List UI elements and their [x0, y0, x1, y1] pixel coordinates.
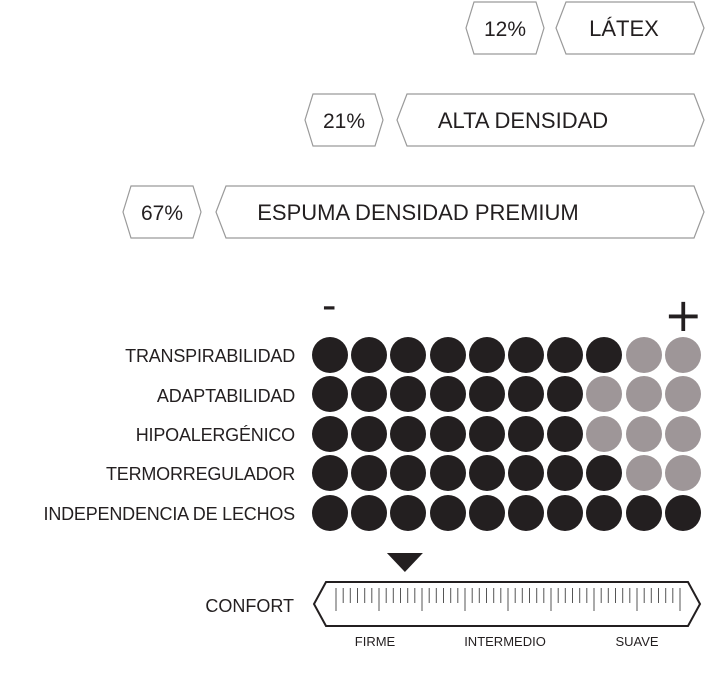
rating-dot-empty — [664, 376, 701, 412]
scale-suave: SUAVE — [615, 634, 659, 649]
rating-dot-filled — [468, 455, 505, 491]
rating-dot-filled — [547, 376, 584, 412]
material-label-plate — [396, 93, 705, 147]
rating-dot-empty — [664, 455, 701, 491]
scale-firme: FIRME — [354, 634, 396, 649]
material-name: ALTA DENSIDAD — [438, 108, 608, 133]
rating-dot-filled — [547, 495, 584, 531]
rating-dot-filled — [351, 337, 388, 373]
rating-dot-empty — [664, 337, 701, 373]
plus-sign: + — [664, 288, 703, 342]
rating-dot-filled — [312, 455, 348, 491]
rating-dot-filled — [390, 455, 427, 491]
scale-intermedio: INTERMEDIO — [464, 634, 546, 649]
rating-dot-empty — [664, 416, 701, 452]
rating-dot-filled — [390, 376, 427, 412]
rating-label-independencia: INDEPENDENCIA DE LECHOS — [43, 504, 296, 524]
rating-dot-empty — [625, 416, 662, 452]
rating-dot-filled — [508, 376, 544, 412]
rating-dot-filled — [468, 416, 505, 452]
comfort-scale-ticks — [335, 588, 681, 611]
rating-dot-empty — [586, 416, 623, 452]
rating-dot-filled — [429, 376, 466, 412]
rating-dot-filled — [351, 455, 388, 491]
rating-dot-filled — [312, 376, 348, 412]
rating-label-adaptabilidad: ADAPTABILIDAD — [156, 386, 295, 406]
rating-dot-filled — [468, 337, 505, 373]
rating-dot-filled — [468, 376, 505, 412]
material-alta-densidad: 21% ALTA DENSIDAD — [304, 93, 705, 147]
rating-dot-filled — [351, 376, 388, 412]
rating-dot-filled — [390, 416, 427, 452]
rating-dot-empty — [586, 376, 623, 412]
material-name: ESPUMA DENSIDAD PREMIUM — [257, 200, 579, 225]
rating-dot-filled — [429, 495, 466, 531]
rating-dot-filled — [586, 455, 623, 491]
percent-badge — [465, 1, 545, 55]
rating-dot-empty — [625, 337, 662, 373]
percent-badge — [304, 93, 384, 147]
percent-value: 12% — [484, 18, 526, 41]
material-latex: 12% LÁTEX — [465, 1, 705, 55]
material-espuma-premium: 67% ESPUMA DENSIDAD PREMIUM — [122, 185, 705, 239]
comfort-label: CONFORT — [205, 596, 294, 616]
rating-dot-filled — [508, 495, 544, 531]
rating-dot-empty — [625, 376, 662, 412]
rating-dot-filled — [547, 337, 584, 373]
minus-sign: - — [322, 283, 337, 329]
rating-dot-filled — [508, 416, 544, 452]
material-label-plate — [215, 185, 705, 239]
rating-dot-filled — [312, 416, 348, 452]
rating-dot-filled — [390, 495, 427, 531]
rating-dot-filled — [468, 495, 505, 531]
rating-dot-filled — [586, 337, 623, 373]
rating-dot-filled — [429, 416, 466, 452]
rating-dot-filled — [547, 455, 584, 491]
material-label-plate — [555, 1, 705, 55]
rating-dot-filled — [429, 455, 466, 491]
rating-label-transpirabilidad: TRANSPIRABILIDAD — [125, 346, 295, 366]
percent-value: 21% — [323, 110, 365, 133]
rating-dot-filled — [312, 337, 348, 373]
material-name: LÁTEX — [589, 16, 659, 41]
rating-dot-filled — [625, 495, 662, 531]
rating-dot-filled — [351, 416, 388, 452]
rating-dot-filled — [508, 337, 544, 373]
rating-dot-filled — [429, 337, 466, 373]
rating-dot-filled — [547, 416, 584, 452]
rating-dot-filled — [664, 495, 701, 531]
rating-dot-filled — [312, 495, 348, 531]
percent-badge — [122, 185, 202, 239]
rating-dot-empty — [625, 455, 662, 491]
rating-label-hipoalergenico: HIPOALERGÉNICO — [135, 425, 295, 445]
rating-label-termorregulador: TERMORREGULADOR — [105, 464, 295, 484]
comfort-scale-bar — [312, 581, 702, 627]
rating-dot-filled — [508, 455, 544, 491]
percent-value: 67% — [141, 202, 183, 225]
comfort-marker-triangle — [386, 553, 423, 572]
rating-dot-filled — [586, 495, 623, 531]
rating-dot-filled — [351, 495, 388, 531]
rating-dot-filled — [390, 337, 427, 373]
